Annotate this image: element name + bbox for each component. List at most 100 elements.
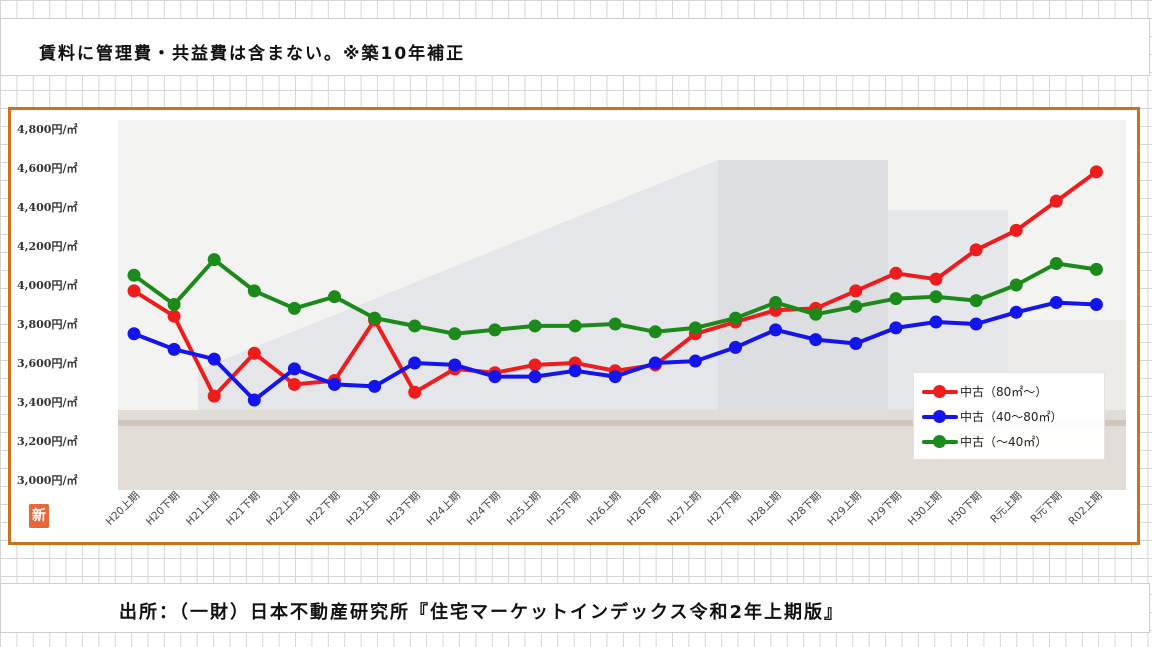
x-tick-label: H25上期 bbox=[505, 490, 543, 528]
series-2-point bbox=[368, 311, 382, 325]
x-tick-label: H26上期 bbox=[585, 490, 623, 528]
x-tick-label: H30上期 bbox=[906, 490, 944, 528]
x-tick-label: H30下期 bbox=[946, 490, 984, 528]
series-1-point bbox=[769, 323, 783, 337]
series-0-point bbox=[1089, 165, 1103, 179]
series-2-point bbox=[408, 319, 422, 333]
chart-legend: 中古（80㎡～） 中古（40～80㎡） 中古（～40㎡） bbox=[913, 372, 1105, 460]
legend-label-blue: 中古（40～80㎡） bbox=[960, 410, 1063, 424]
y-tick-label: 4,800円/㎡ bbox=[17, 122, 77, 136]
y-tick-label: 3,800円/㎡ bbox=[17, 317, 77, 331]
series-0-point bbox=[969, 243, 983, 257]
series-2-point bbox=[1089, 262, 1103, 276]
legend-marker-green bbox=[933, 435, 946, 448]
series-1-point bbox=[568, 364, 582, 378]
series-2-point bbox=[448, 327, 462, 341]
new-badge: 新 bbox=[29, 504, 49, 528]
x-tick-label: H24下期 bbox=[465, 490, 503, 528]
y-tick-label: 3,400円/㎡ bbox=[17, 395, 77, 409]
x-tick-label: H27上期 bbox=[665, 490, 703, 528]
series-line-0 bbox=[132, 169, 1099, 399]
series-2-point bbox=[889, 292, 903, 306]
series-0-point bbox=[408, 385, 422, 399]
x-tick-label: H21上期 bbox=[184, 490, 222, 528]
series-1-point bbox=[729, 340, 742, 354]
series-2-point bbox=[929, 290, 943, 304]
x-tick-label: H29下期 bbox=[866, 490, 904, 528]
series-1-point bbox=[608, 370, 622, 384]
legend-label-green: 中古（～40㎡） bbox=[960, 435, 1048, 449]
chart-frame: 3,000円/㎡ 3,200円/㎡ 3,400円/㎡ 3,600円/㎡ 3,800円/㎡… bbox=[8, 107, 1140, 545]
series-1-point bbox=[488, 370, 502, 384]
series-1-point bbox=[287, 362, 301, 376]
x-tick-label: H29上期 bbox=[826, 490, 864, 528]
x-tick-label: R元上期 bbox=[988, 490, 1024, 526]
series-2-point bbox=[648, 325, 662, 339]
x-tick-label: R元下期 bbox=[1029, 490, 1065, 526]
series-0-point bbox=[889, 266, 903, 280]
x-tick-label: H20下期 bbox=[144, 490, 182, 528]
series-1-point bbox=[328, 377, 341, 391]
series-1-point bbox=[368, 379, 382, 393]
x-tick-label: H20上期 bbox=[104, 490, 142, 528]
x-tick-label: H22上期 bbox=[264, 490, 302, 528]
series-1-point bbox=[408, 356, 422, 370]
y-tick-label: 4,000円/㎡ bbox=[17, 278, 77, 292]
series-2-point bbox=[167, 298, 181, 311]
series-1-point bbox=[688, 354, 702, 368]
x-tick-label: H23下期 bbox=[384, 490, 422, 528]
series-0-point bbox=[929, 272, 943, 286]
x-tick-label: H24上期 bbox=[425, 490, 463, 528]
series-1-point bbox=[448, 358, 462, 372]
series-1-point bbox=[207, 352, 221, 366]
series-0-point bbox=[849, 284, 863, 298]
y-tick-label: 4,600円/㎡ bbox=[17, 161, 77, 175]
series-1-point bbox=[969, 317, 983, 331]
series-2-point bbox=[488, 323, 502, 337]
series-2-point bbox=[969, 294, 983, 308]
series-1-point bbox=[127, 327, 141, 341]
series-1-point bbox=[809, 333, 823, 347]
series-0-point bbox=[167, 309, 181, 323]
x-tick-label: H23上期 bbox=[344, 490, 382, 528]
y-tick-label: 4,400円/㎡ bbox=[17, 200, 77, 214]
x-tick-label: H22下期 bbox=[304, 490, 342, 528]
y-tick-label: 3,600円/㎡ bbox=[17, 356, 77, 370]
x-tick-label: H27下期 bbox=[705, 490, 743, 528]
series-2-point bbox=[1049, 257, 1063, 271]
legend-label-red: 中古（80㎡～） bbox=[960, 385, 1048, 399]
series-2-point bbox=[688, 321, 702, 335]
series-1-point bbox=[1049, 296, 1063, 310]
x-tick-label: H21下期 bbox=[224, 490, 262, 528]
series-2-point bbox=[528, 319, 542, 333]
x-tick-label: H25下期 bbox=[545, 490, 583, 528]
x-tick-label: H28下期 bbox=[785, 490, 823, 528]
y-tick-label: 3,000円/㎡ bbox=[17, 473, 77, 487]
series-1-point bbox=[929, 315, 943, 329]
series-2-point bbox=[207, 253, 221, 267]
series-2-point bbox=[127, 268, 141, 282]
x-tick-label: H28上期 bbox=[745, 490, 783, 528]
x-tick-label: R02上期 bbox=[1067, 490, 1105, 528]
series-1-point bbox=[1009, 305, 1023, 319]
legend-marker-red bbox=[933, 385, 946, 398]
x-tick-label: H26下期 bbox=[625, 490, 663, 528]
series-1-point bbox=[889, 321, 903, 335]
source-citation: 出所：（一財）日本不動産研究所『住宅マーケットインデックス令和2年上期版』 bbox=[119, 602, 844, 623]
series-2-point bbox=[608, 317, 622, 331]
series-0-point bbox=[287, 377, 301, 391]
series-1-point bbox=[1089, 298, 1103, 311]
y-tick-label: 4,200円/㎡ bbox=[17, 239, 77, 253]
series-2-point bbox=[849, 299, 863, 313]
series-1-point bbox=[247, 393, 261, 407]
source-box: 出所：（一財）日本不動産研究所『住宅マーケットインデックス令和2年上期版』 bbox=[0, 583, 1150, 633]
note-box: 賃料に管理費・共益費は含まない。※築10年補正 bbox=[0, 18, 1150, 76]
series-0-point bbox=[127, 284, 141, 298]
chart-note: 賃料に管理費・共益費は含まない。※築10年補正 bbox=[39, 44, 466, 64]
series-2-point bbox=[247, 284, 261, 298]
series-2-point bbox=[729, 311, 742, 325]
series-2-point bbox=[568, 319, 582, 333]
series-2-point bbox=[1009, 278, 1023, 292]
series-1-point bbox=[849, 337, 863, 350]
series-2-point bbox=[328, 290, 341, 304]
